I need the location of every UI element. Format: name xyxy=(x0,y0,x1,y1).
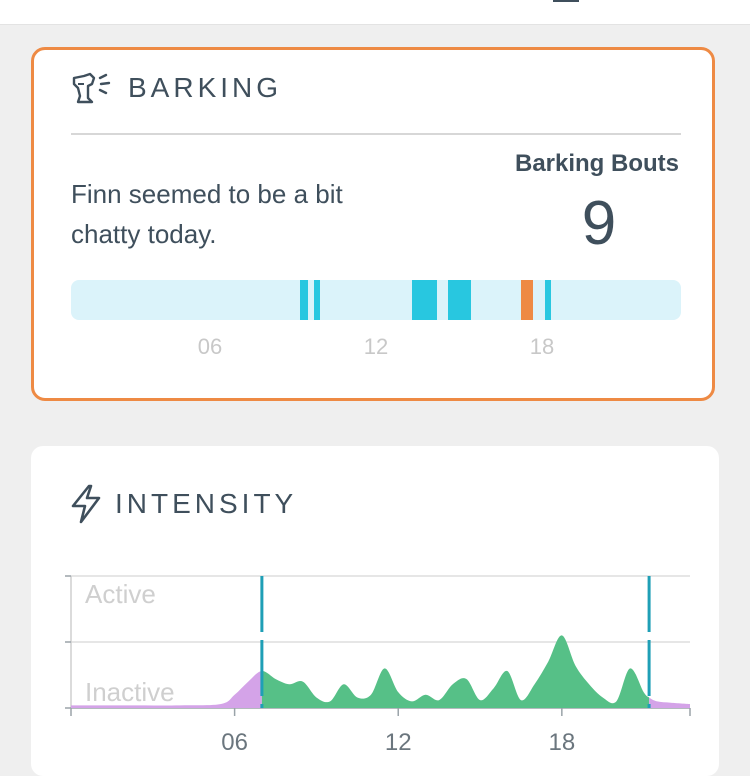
previous-card xyxy=(0,0,750,25)
intensity-x-label: 18 xyxy=(548,729,575,756)
barking-bout[interactable] xyxy=(313,280,321,320)
barking-title: BARKING xyxy=(128,72,283,103)
intensity-area-inactive xyxy=(649,697,690,708)
barking-bout[interactable] xyxy=(447,280,459,320)
intensity-x-label: 06 xyxy=(221,729,248,756)
barking-bout[interactable] xyxy=(299,280,309,320)
lightning-icon xyxy=(71,484,101,524)
intensity-area-active xyxy=(261,635,650,708)
barking-message: Finn seemed to be a bit chatty today. xyxy=(71,179,343,249)
intensity-y-label-inactive: Inactive xyxy=(85,677,175,707)
barking-bouts-count: 9 xyxy=(581,189,617,258)
intensity-card[interactable]: INTENSITY Active Inactive 06 12 18 xyxy=(31,446,719,776)
barking-axis-label: 06 xyxy=(197,334,223,359)
barking-divider xyxy=(71,133,681,135)
share-icon[interactable] xyxy=(552,0,582,2)
barking-dog-icon xyxy=(72,72,111,104)
intensity-y-label-active: Active xyxy=(85,579,156,609)
barking-bout[interactable] xyxy=(457,280,472,320)
intensity-chart: Active Inactive 06 12 18 xyxy=(65,575,691,756)
barking-bout[interactable] xyxy=(544,280,552,320)
barking-bout[interactable] xyxy=(411,280,437,320)
barking-axis-label: 12 xyxy=(363,334,389,359)
barking-bout-highlight[interactable] xyxy=(521,280,534,320)
barking-axis-label: 18 xyxy=(529,334,555,359)
intensity-title: INTENSITY xyxy=(115,488,298,519)
intensity-x-label: 12 xyxy=(385,729,412,756)
intensity-area-inactive xyxy=(71,671,262,708)
barking-timeline xyxy=(71,280,681,320)
barking-bouts-label: Barking Bouts xyxy=(514,150,679,177)
barking-card[interactable]: BARKING Finn seemed to be a bit chatty t… xyxy=(31,47,715,401)
